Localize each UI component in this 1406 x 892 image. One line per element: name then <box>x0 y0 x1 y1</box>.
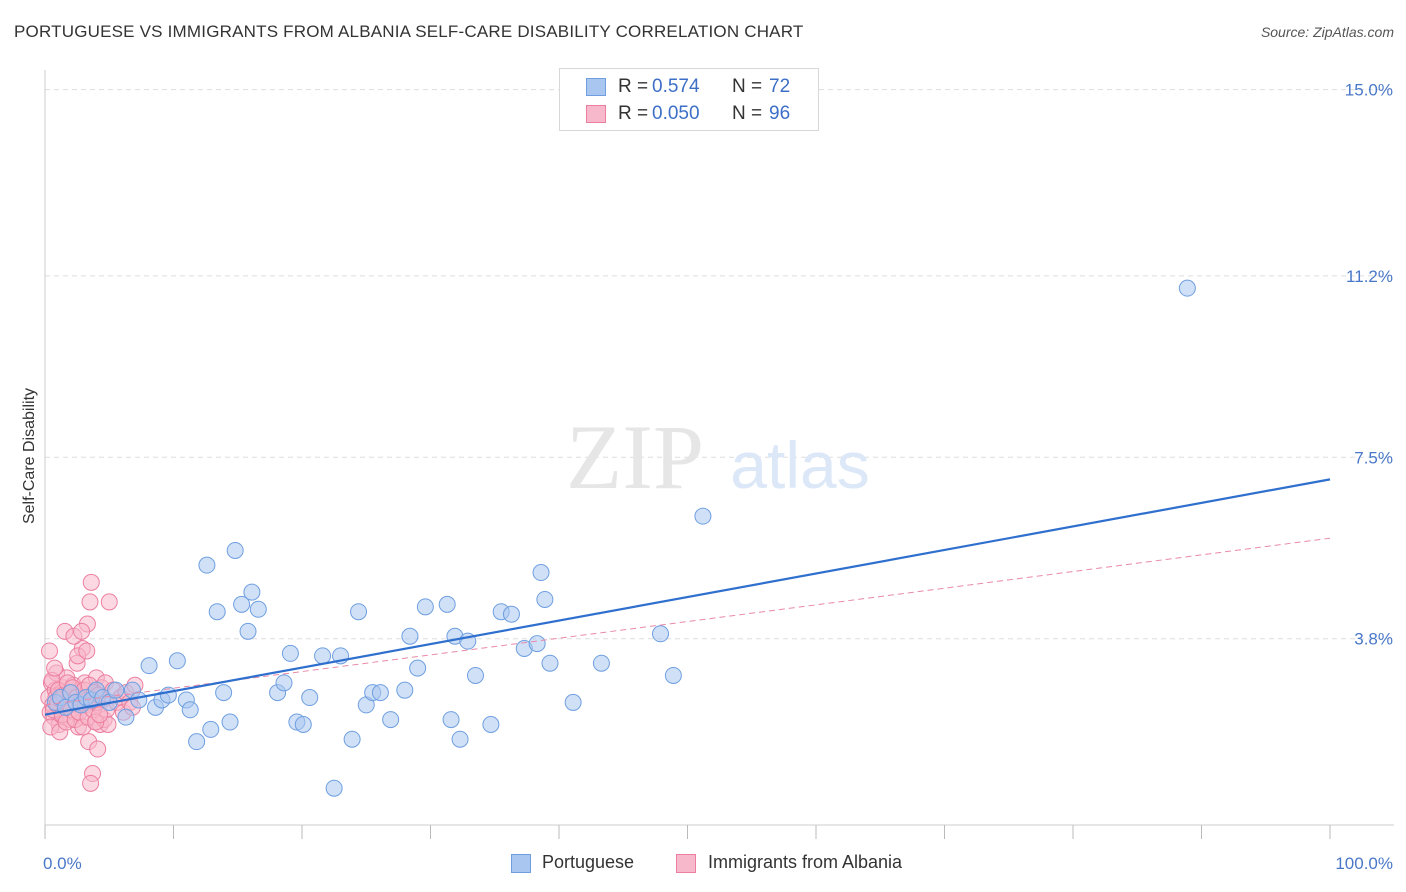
trend-lines <box>44 478 1331 716</box>
albania-point <box>82 573 100 591</box>
portuguese-point <box>208 603 226 621</box>
albania-trend-line <box>44 537 1331 706</box>
y-tick-label: 15.0% <box>1345 81 1393 100</box>
portuguese-point <box>314 647 332 665</box>
legend-r-value: 0.050 <box>652 103 700 124</box>
watermark-zip: ZIP <box>566 406 704 508</box>
portuguese-point <box>168 652 186 670</box>
series-legend-swatch-albania <box>676 854 696 873</box>
portuguese-point <box>664 666 682 684</box>
portuguese-point <box>107 681 125 699</box>
stats-legend: R = 0.574 N = 72 R = 0.050 N = 96 <box>559 68 819 131</box>
legend-n-label: N = <box>732 103 763 124</box>
legend-n-value: 96 <box>769 103 791 124</box>
portuguese-point <box>536 590 554 608</box>
portuguese-point <box>275 674 293 692</box>
x-tick-label: 0.0% <box>43 854 82 873</box>
portuguese-point <box>215 684 233 702</box>
albania-point <box>46 659 64 677</box>
portuguese-point <box>502 605 520 623</box>
gridlines <box>45 89 1394 640</box>
watermark: ZIP atlas <box>566 406 870 508</box>
portuguese-point <box>198 556 216 574</box>
portuguese-point <box>482 715 500 733</box>
albania-point <box>40 642 58 660</box>
tick-labels: 3.8% 7.5% 11.2% 15.0% 0.0% 100.0% <box>43 81 1393 873</box>
albania-point <box>78 642 96 660</box>
y-tick-label: 7.5% <box>1354 448 1393 467</box>
portuguese-point <box>325 779 343 797</box>
portuguese-point <box>281 644 299 662</box>
portuguese-point <box>233 595 251 613</box>
y-tick-label: 11.2% <box>1346 267 1393 286</box>
legend-n-value: 72 <box>769 76 791 97</box>
portuguese-points <box>46 279 1196 797</box>
chart-title: PORTUGUESE VS IMMIGRANTS FROM ALBANIA SE… <box>14 22 804 41</box>
portuguese-point <box>694 507 712 525</box>
legend-n-label: N = <box>732 76 763 97</box>
portuguese-point <box>532 564 550 582</box>
portuguese-point <box>226 541 244 559</box>
portuguese-point <box>442 711 460 729</box>
portuguese-point <box>592 654 610 672</box>
series-legend-swatch-portuguese <box>511 854 531 873</box>
portuguese-trend-line <box>44 478 1331 716</box>
portuguese-point <box>396 681 414 699</box>
portuguese-point <box>294 715 312 733</box>
series-legend-label-portuguese: Portuguese <box>542 852 635 872</box>
portuguese-point <box>466 666 484 684</box>
portuguese-point <box>181 701 199 719</box>
y-tick-label: 3.8% <box>1354 630 1393 649</box>
portuguese-point <box>350 603 368 621</box>
portuguese-point <box>159 686 177 704</box>
portuguese-point <box>221 713 239 731</box>
portuguese-point <box>382 711 400 729</box>
portuguese-point <box>541 654 559 672</box>
albania-point <box>81 593 99 611</box>
portuguese-point <box>1178 279 1196 297</box>
portuguese-point <box>130 691 148 709</box>
albania-points <box>40 573 144 792</box>
portuguese-point <box>249 600 267 618</box>
series-legend-label-albania: Immigrants from Albania <box>708 852 903 872</box>
portuguese-point <box>202 720 220 738</box>
source-label: Source: ZipAtlas.com <box>1260 24 1394 40</box>
portuguese-point <box>409 659 427 677</box>
albania-point <box>89 740 107 758</box>
legend-swatch-portuguese <box>586 78 606 96</box>
portuguese-point <box>401 627 419 645</box>
albania-point <box>91 706 109 724</box>
portuguese-point <box>243 583 261 601</box>
legend-r-label: R = <box>618 76 649 97</box>
albania-point <box>73 622 91 640</box>
portuguese-point <box>301 689 319 707</box>
portuguese-point <box>140 657 158 675</box>
portuguese-point <box>188 733 206 751</box>
series-legend: Portuguese Immigrants from Albania <box>0 852 1406 876</box>
portuguese-point <box>451 730 469 748</box>
albania-point <box>82 774 100 792</box>
portuguese-point <box>416 598 434 616</box>
x-tick-label: 100.0% <box>1335 854 1393 873</box>
legend-row-portuguese: R = 0.574 N = 72 <box>560 74 818 100</box>
portuguese-point <box>438 595 456 613</box>
watermark-atlas: atlas <box>730 428 869 502</box>
portuguese-point <box>371 684 389 702</box>
axes <box>44 70 1394 839</box>
legend-r-label: R = <box>618 103 649 124</box>
albania-point <box>100 593 118 611</box>
legend-row-albania: R = 0.050 N = 96 <box>560 101 818 127</box>
portuguese-point <box>564 693 582 711</box>
portuguese-point <box>343 730 361 748</box>
portuguese-point <box>239 622 257 640</box>
legend-r-value: 0.574 <box>652 76 700 97</box>
portuguese-point <box>652 625 670 643</box>
portuguese-point <box>117 708 135 726</box>
legend-swatch-albania <box>586 105 606 123</box>
portuguese-point <box>528 635 546 653</box>
y-axis-label: Self-Care Disability <box>21 388 38 524</box>
